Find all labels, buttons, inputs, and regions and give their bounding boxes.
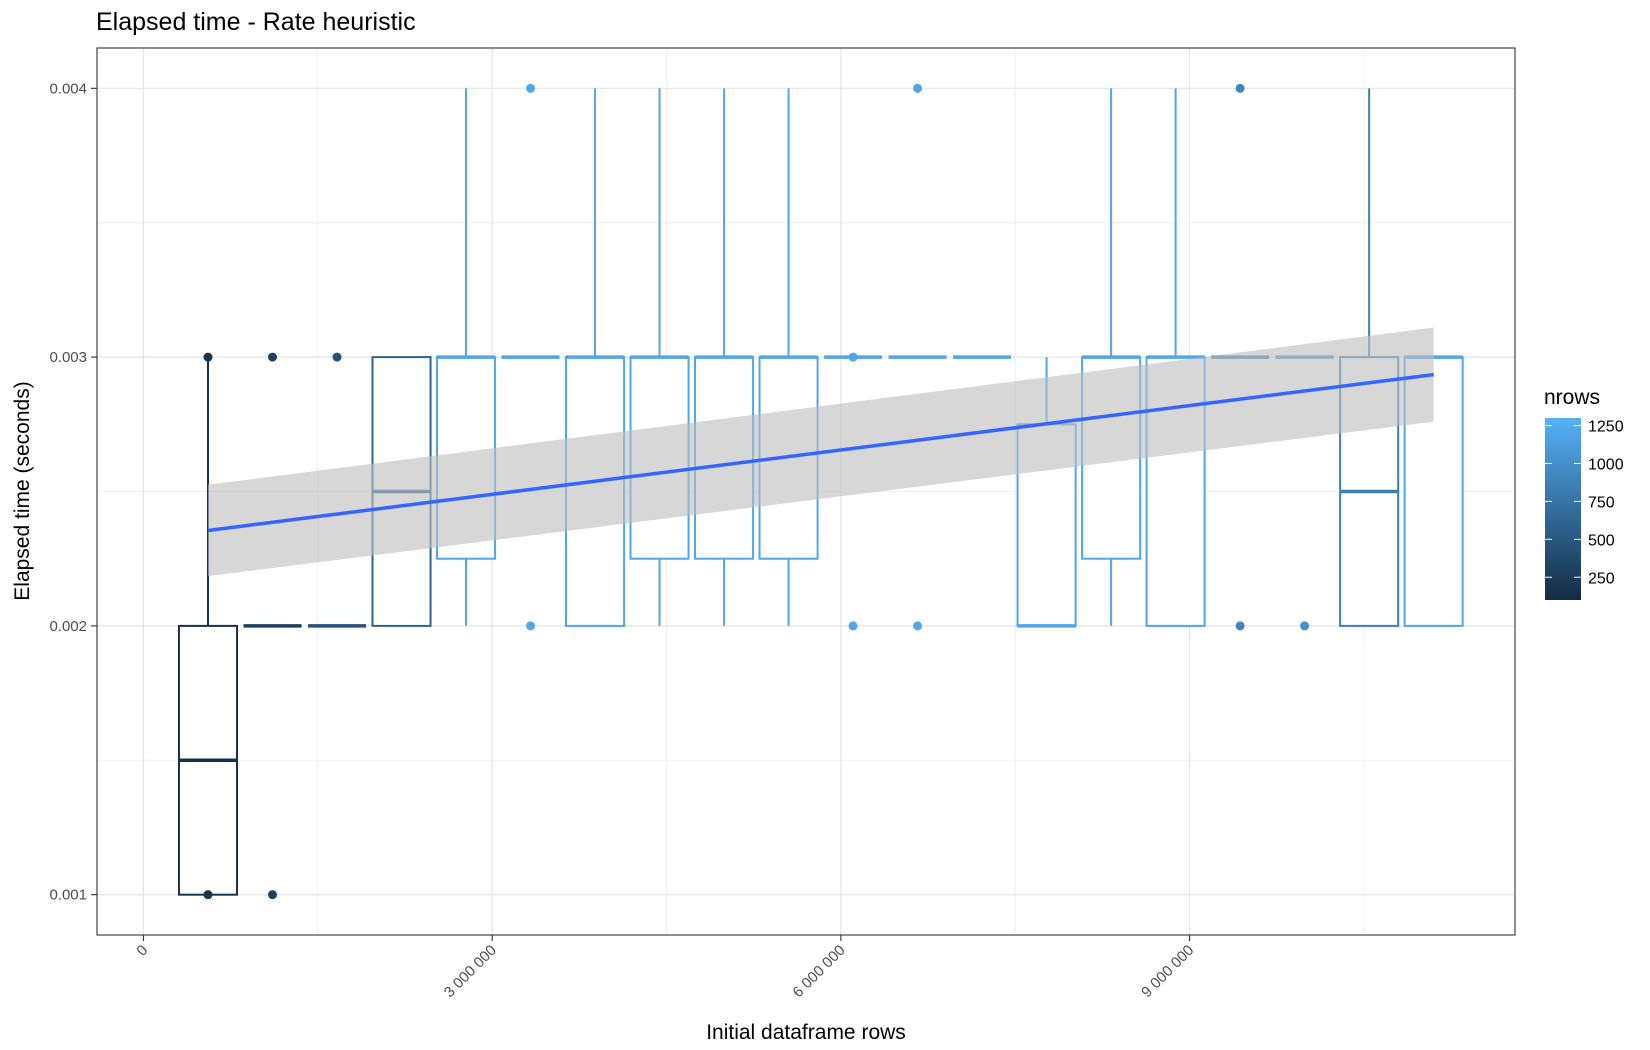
plot-border: [96, 47, 1516, 936]
outlier-point: [203, 352, 213, 362]
outlier-point: [332, 352, 342, 362]
box-group: [307, 352, 367, 628]
legend-title: nrows: [1544, 386, 1600, 409]
box-group: [501, 83, 560, 631]
y-tick-label: 0.003: [49, 349, 87, 366]
outlier-point: [913, 621, 923, 631]
x-tick-label: 0: [133, 942, 151, 960]
outlier-point: [1300, 621, 1310, 631]
y-tick-label: 0.001: [49, 887, 87, 904]
box-group: [888, 83, 947, 631]
y-tick-label: 0.004: [49, 80, 87, 97]
legend-label: 1000: [1588, 457, 1624, 474]
trend-layer: [207, 327, 1434, 577]
outlier-point: [268, 890, 278, 900]
y-axis-title: Elapsed time (seconds): [11, 381, 34, 600]
y-tick-label: 0.002: [49, 618, 87, 635]
legend-label: 1250: [1588, 419, 1624, 436]
x-tick-label: 3 000 000: [441, 942, 500, 1001]
outlier-point: [203, 890, 213, 900]
outlier-point: [526, 83, 536, 93]
legend: nrows 1250 1000 750 500 250: [1544, 386, 1624, 600]
legend-label: 250: [1588, 570, 1615, 587]
x-axis-title: Initial dataframe rows: [706, 1021, 906, 1044]
box-group: [824, 352, 883, 631]
legend-label: 500: [1588, 532, 1615, 549]
box-group: [177, 352, 239, 900]
outlier-point: [848, 352, 858, 362]
outlier-point: [848, 621, 858, 631]
x-tick-label: 6 000 000: [789, 942, 848, 1001]
outlier-point: [1235, 621, 1245, 631]
box-group: [243, 352, 302, 900]
legend-label: 750: [1588, 494, 1615, 511]
x-tick-label: 9 000 000: [1138, 942, 1197, 1001]
chart-title: Elapsed time - Rate heuristic: [96, 8, 416, 36]
legend-colorbar: [1545, 418, 1581, 600]
outlier-point: [526, 621, 536, 631]
outlier-point: [268, 352, 278, 362]
outlier-point: [913, 83, 923, 93]
outlier-point: [1235, 83, 1245, 93]
trend-line: [207, 372, 1434, 533]
